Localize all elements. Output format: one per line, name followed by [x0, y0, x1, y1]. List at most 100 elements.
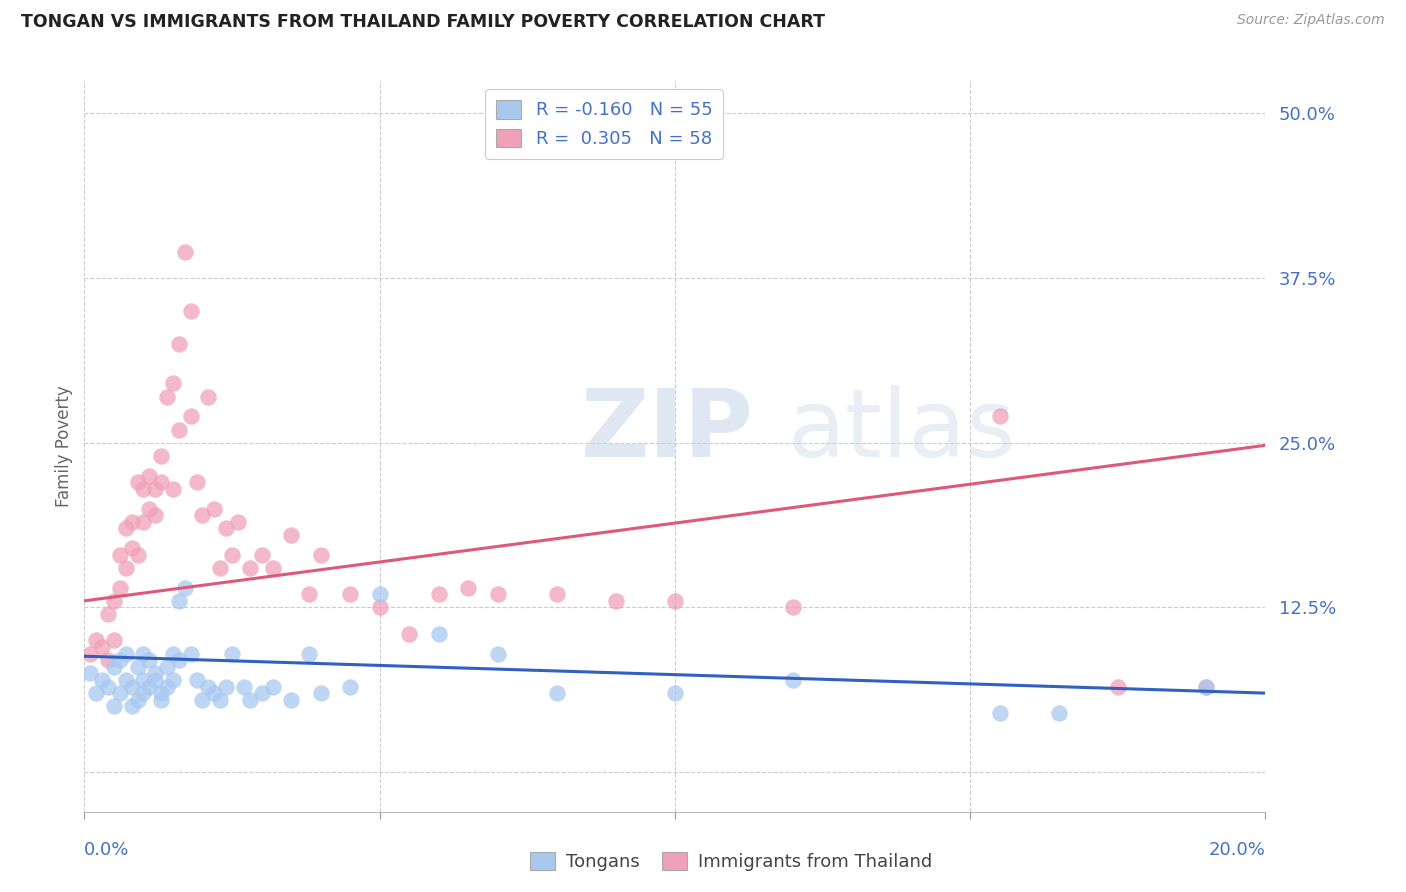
Point	[103, 699, 125, 714]
Point	[486, 587, 509, 601]
Text: ZIP: ZIP	[581, 385, 754, 477]
Point	[132, 686, 155, 700]
Point	[664, 686, 686, 700]
Legend: R = -0.160   N = 55, R =  0.305   N = 58: R = -0.160 N = 55, R = 0.305 N = 58	[485, 89, 723, 159]
Point	[427, 627, 450, 641]
Point	[339, 680, 361, 694]
Point	[127, 475, 149, 490]
Point	[988, 409, 1011, 424]
Point	[398, 627, 420, 641]
Point	[143, 666, 166, 681]
Point	[298, 587, 321, 601]
Point	[180, 304, 202, 318]
Point	[97, 607, 120, 621]
Point	[664, 594, 686, 608]
Point	[226, 515, 249, 529]
Text: TONGAN VS IMMIGRANTS FROM THAILAND FAMILY POVERTY CORRELATION CHART: TONGAN VS IMMIGRANTS FROM THAILAND FAMIL…	[21, 13, 825, 31]
Point	[127, 548, 149, 562]
Point	[103, 594, 125, 608]
Point	[262, 561, 284, 575]
Point	[1107, 680, 1129, 694]
Point	[121, 680, 143, 694]
Text: Source: ZipAtlas.com: Source: ZipAtlas.com	[1237, 13, 1385, 28]
Point	[79, 666, 101, 681]
Point	[138, 501, 160, 516]
Point	[91, 673, 114, 687]
Point	[114, 521, 136, 535]
Point	[262, 680, 284, 694]
Point	[782, 673, 804, 687]
Point	[97, 680, 120, 694]
Point	[132, 515, 155, 529]
Point	[546, 686, 568, 700]
Point	[162, 673, 184, 687]
Point	[156, 659, 179, 673]
Point	[202, 501, 225, 516]
Point	[186, 475, 208, 490]
Point	[150, 475, 173, 490]
Point	[197, 390, 219, 404]
Point	[1195, 680, 1218, 694]
Point	[103, 633, 125, 648]
Point	[127, 659, 149, 673]
Point	[127, 692, 149, 706]
Point	[150, 686, 173, 700]
Point	[173, 581, 195, 595]
Point	[108, 548, 131, 562]
Point	[427, 587, 450, 601]
Point	[108, 653, 131, 667]
Point	[280, 528, 302, 542]
Point	[546, 587, 568, 601]
Legend: Tongans, Immigrants from Thailand: Tongans, Immigrants from Thailand	[523, 845, 939, 879]
Point	[186, 673, 208, 687]
Point	[114, 647, 136, 661]
Point	[239, 692, 262, 706]
Point	[298, 647, 321, 661]
Point	[143, 482, 166, 496]
Point	[167, 423, 190, 437]
Point	[782, 600, 804, 615]
Point	[1047, 706, 1070, 720]
Point	[191, 692, 214, 706]
Point	[108, 686, 131, 700]
Point	[457, 581, 479, 595]
Point	[132, 647, 155, 661]
Point	[209, 692, 232, 706]
Point	[97, 653, 120, 667]
Point	[309, 686, 332, 700]
Point	[162, 647, 184, 661]
Text: 20.0%: 20.0%	[1209, 841, 1265, 859]
Point	[91, 640, 114, 654]
Point	[121, 541, 143, 556]
Point	[215, 680, 238, 694]
Point	[150, 692, 173, 706]
Text: 0.0%: 0.0%	[84, 841, 129, 859]
Point	[103, 659, 125, 673]
Point	[79, 647, 101, 661]
Point	[156, 390, 179, 404]
Point	[156, 680, 179, 694]
Point	[280, 692, 302, 706]
Point	[202, 686, 225, 700]
Point	[114, 673, 136, 687]
Point	[121, 699, 143, 714]
Point	[180, 647, 202, 661]
Point	[232, 680, 254, 694]
Text: atlas: atlas	[787, 385, 1015, 477]
Point	[250, 686, 273, 700]
Point	[138, 468, 160, 483]
Point	[221, 548, 243, 562]
Point	[143, 508, 166, 523]
Point	[215, 521, 238, 535]
Point	[173, 244, 195, 259]
Point	[162, 482, 184, 496]
Point	[197, 680, 219, 694]
Point	[108, 581, 131, 595]
Point	[368, 600, 391, 615]
Point	[486, 647, 509, 661]
Point	[167, 594, 190, 608]
Y-axis label: Family Poverty: Family Poverty	[55, 385, 73, 507]
Point	[138, 653, 160, 667]
Point	[191, 508, 214, 523]
Point	[167, 336, 190, 351]
